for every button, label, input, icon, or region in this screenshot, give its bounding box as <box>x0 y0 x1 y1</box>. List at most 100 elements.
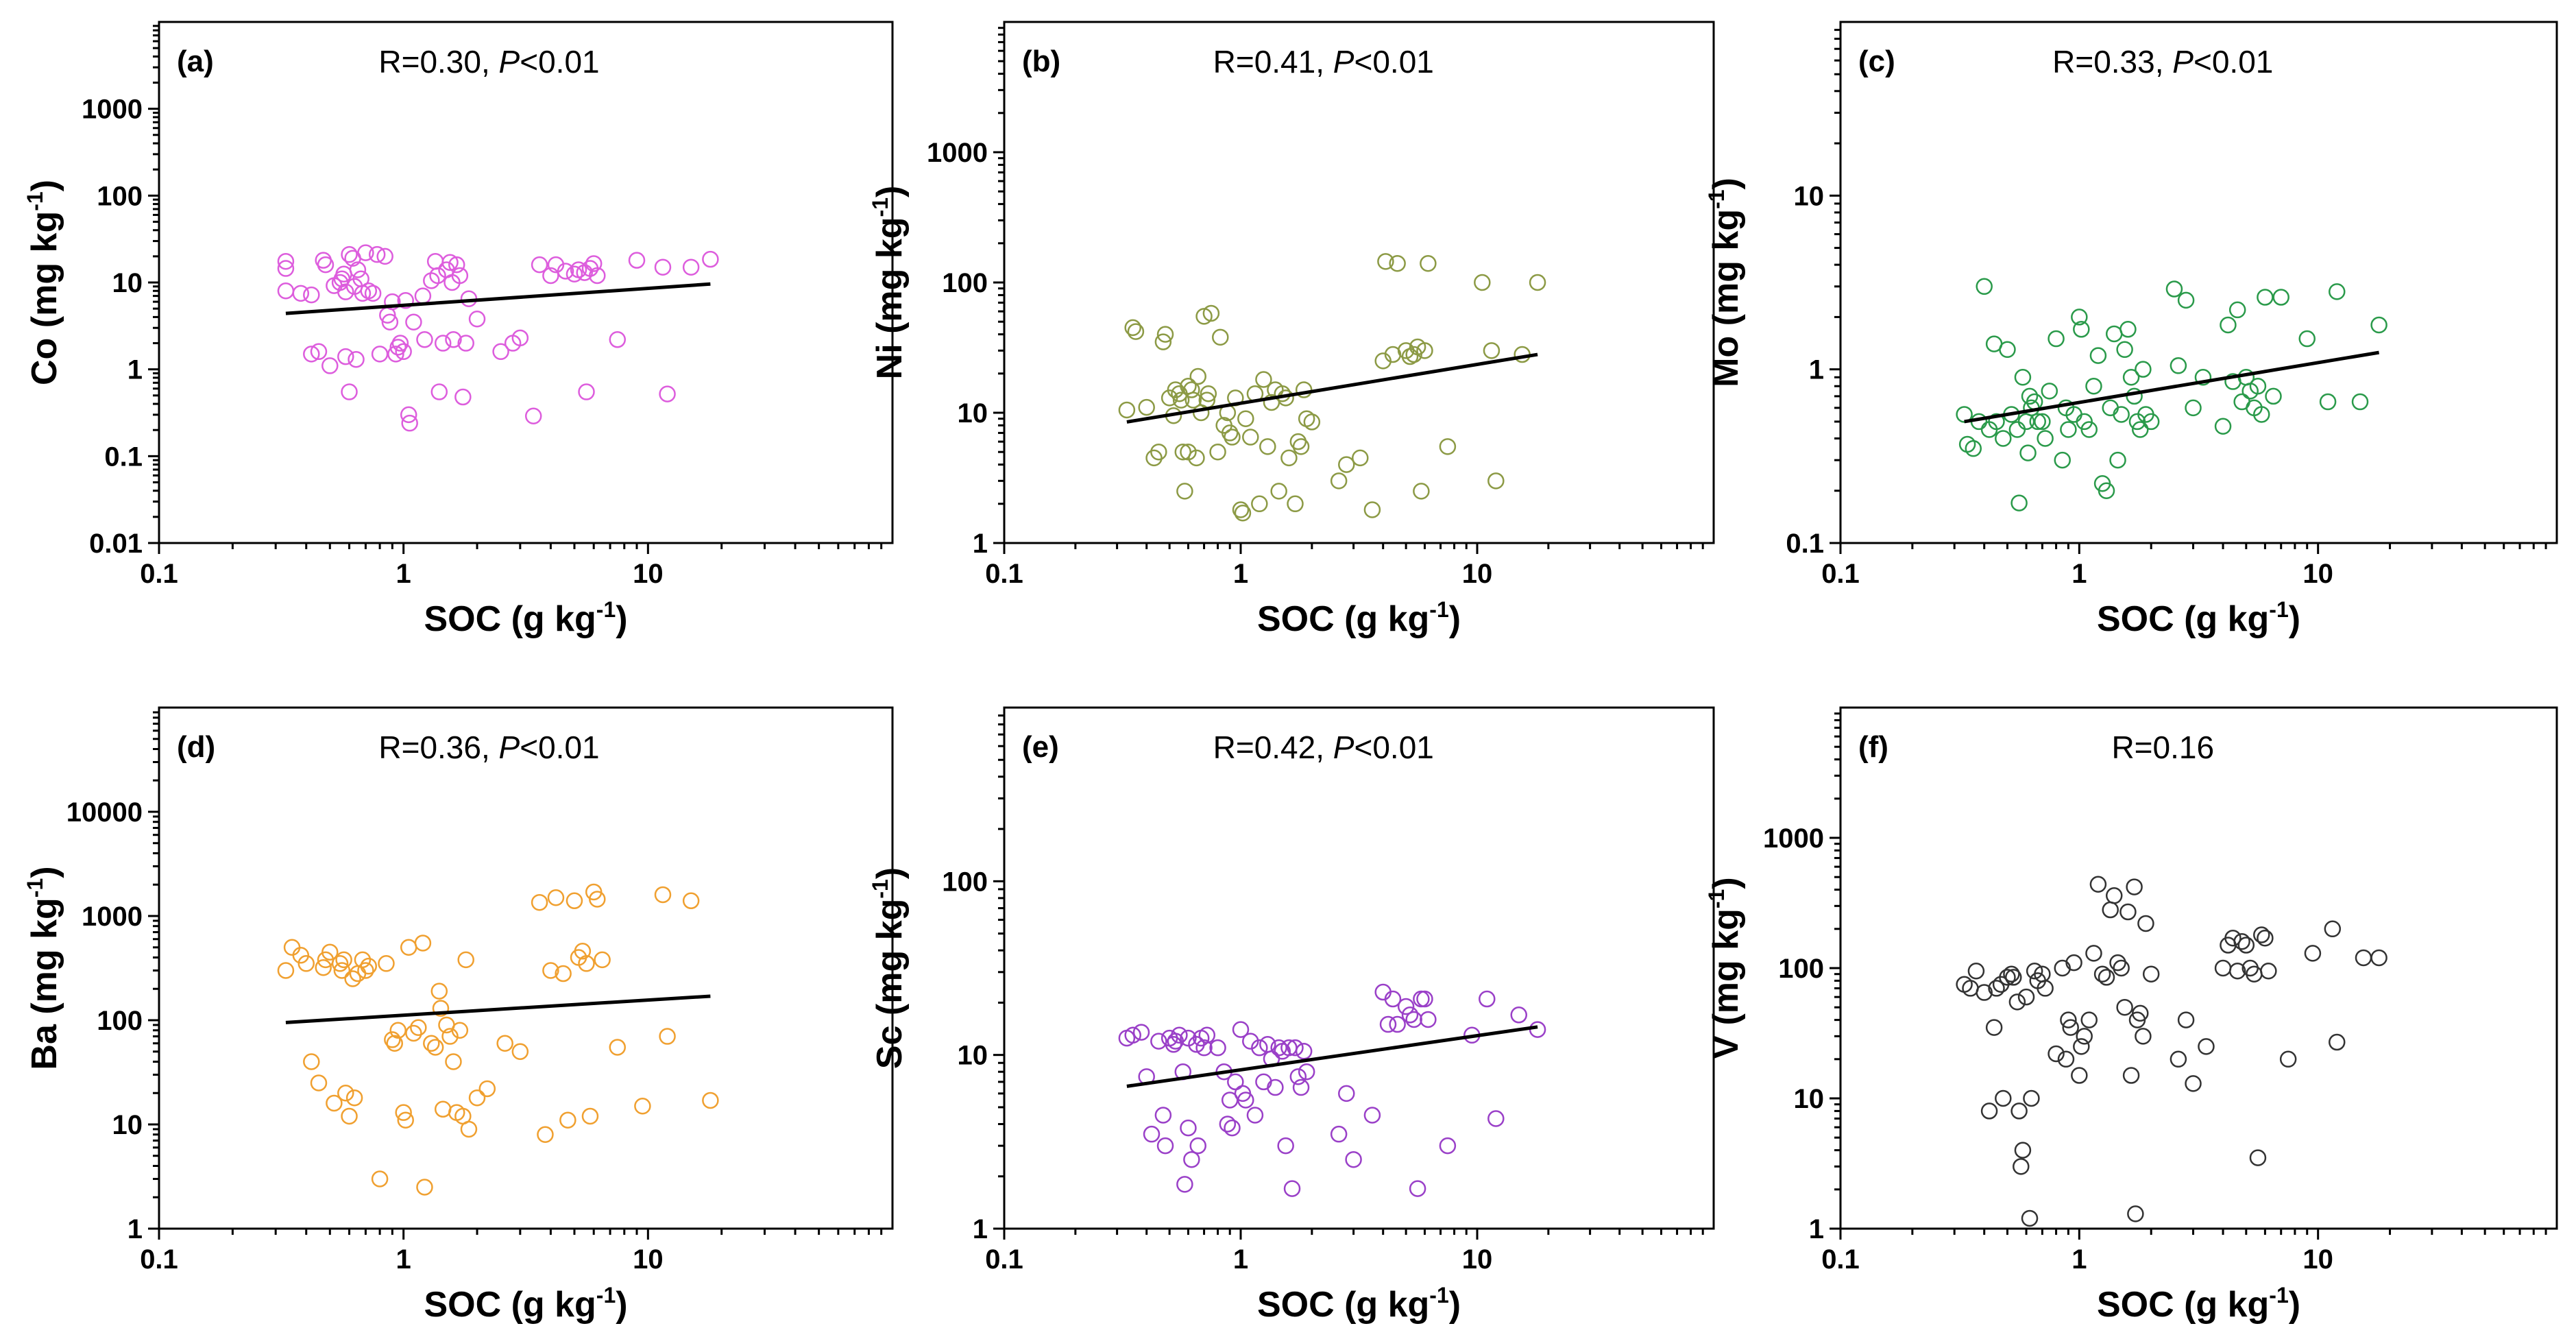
data-point <box>1172 391 1190 409</box>
data-point <box>576 264 593 281</box>
data-point <box>2177 291 2195 309</box>
data-point <box>594 951 611 969</box>
data-point <box>2029 413 2046 431</box>
data-point <box>376 248 393 265</box>
data-point <box>1209 443 1226 461</box>
y-tick-label: 100 <box>942 268 988 298</box>
data-point <box>478 1080 496 1098</box>
stat-text: R=0.30, P<0.01 <box>378 44 599 80</box>
data-point <box>589 267 606 285</box>
y-tick-label: 1000 <box>1763 823 1824 854</box>
data-point <box>454 388 472 406</box>
data-point <box>1234 504 1252 522</box>
stat-text: R=0.16 <box>2111 730 2214 765</box>
y-tick-label: 1000 <box>82 95 143 125</box>
data-point <box>434 1100 452 1118</box>
data-point <box>2142 413 2160 431</box>
data-point <box>2324 920 2342 938</box>
data-point <box>1995 1089 2012 1107</box>
x-tick-label: 10 <box>633 559 664 589</box>
data-point <box>2085 945 2102 962</box>
data-point <box>1420 1011 1437 1028</box>
data-point <box>2220 316 2237 334</box>
data-point <box>371 1170 389 1188</box>
y-tick-label: 1 <box>1809 1214 1824 1244</box>
data-point <box>1180 1119 1197 1137</box>
data-point <box>2060 421 2077 438</box>
y-tick-label: 100 <box>1778 954 1824 984</box>
data-point <box>445 331 462 348</box>
data-point <box>2228 301 2246 319</box>
data-point <box>1338 1085 1355 1102</box>
regression-line <box>285 282 711 315</box>
data-point <box>292 947 310 964</box>
data-point <box>397 1111 414 1129</box>
data-point <box>1413 483 1430 500</box>
data-point <box>2060 1011 2077 1028</box>
data-point <box>1246 1107 1264 1124</box>
plot-frame <box>1839 21 2558 544</box>
data-point <box>277 282 295 300</box>
data-point <box>1195 308 1213 325</box>
data-point <box>1154 333 1172 350</box>
data-point <box>702 250 719 268</box>
data-point <box>1999 969 2016 986</box>
y-tick-label: 100 <box>97 181 143 211</box>
data-point <box>702 1092 719 1109</box>
data-point <box>2054 451 2071 469</box>
data-point <box>2008 993 2026 1011</box>
data-point <box>1188 449 1205 467</box>
x-axis-label: SOC (g kg-1) <box>424 1283 627 1325</box>
y-tick-label: 0.1 <box>104 442 143 472</box>
data-point <box>432 1000 450 1017</box>
data-point <box>578 955 595 972</box>
data-point <box>384 293 401 311</box>
data-point <box>682 892 700 910</box>
data-point <box>1156 326 1174 343</box>
data-point <box>1287 1039 1304 1057</box>
data-point <box>297 955 315 972</box>
data-point <box>395 1104 412 1121</box>
data-point <box>589 891 606 908</box>
data-points <box>1956 278 2387 511</box>
regression-line <box>1126 352 1538 424</box>
data-point <box>1405 1011 1422 1028</box>
data-point <box>397 292 414 309</box>
data-point <box>511 329 529 347</box>
data-point <box>303 286 320 304</box>
data-point <box>1401 1006 1419 1024</box>
data-point <box>2253 406 2270 423</box>
data-point <box>1200 385 1217 402</box>
data-point <box>1345 1150 1362 1168</box>
data-point <box>468 310 486 328</box>
data-point <box>389 339 406 356</box>
data-point <box>2279 1050 2297 1068</box>
data-point <box>2185 399 2202 417</box>
data-point <box>1420 254 1437 272</box>
data-point <box>609 331 627 348</box>
data-point <box>634 1097 651 1115</box>
plot-frame <box>158 21 894 544</box>
data-point <box>542 267 559 285</box>
data-point <box>2122 369 2140 386</box>
y-tick-label: 1000 <box>927 138 988 168</box>
x-axis-label: SOC (g kg-1) <box>424 597 627 639</box>
data-point <box>434 335 452 352</box>
data-point <box>1295 1043 1313 1060</box>
data-point <box>1439 1137 1457 1155</box>
data-point <box>1242 429 1259 446</box>
data-point <box>2003 965 2020 983</box>
data-point <box>335 951 352 969</box>
data-point <box>2041 383 2058 400</box>
data-point <box>2135 361 2152 378</box>
panel-label: (c) <box>1858 45 1895 78</box>
data-point <box>445 1053 462 1070</box>
y-tick-label: 100 <box>97 1006 143 1036</box>
data-point <box>1980 1102 1998 1120</box>
data-point <box>2228 962 2246 980</box>
data-point <box>1232 1021 1250 1038</box>
data-point <box>430 983 448 1000</box>
data-point <box>1483 342 1500 359</box>
